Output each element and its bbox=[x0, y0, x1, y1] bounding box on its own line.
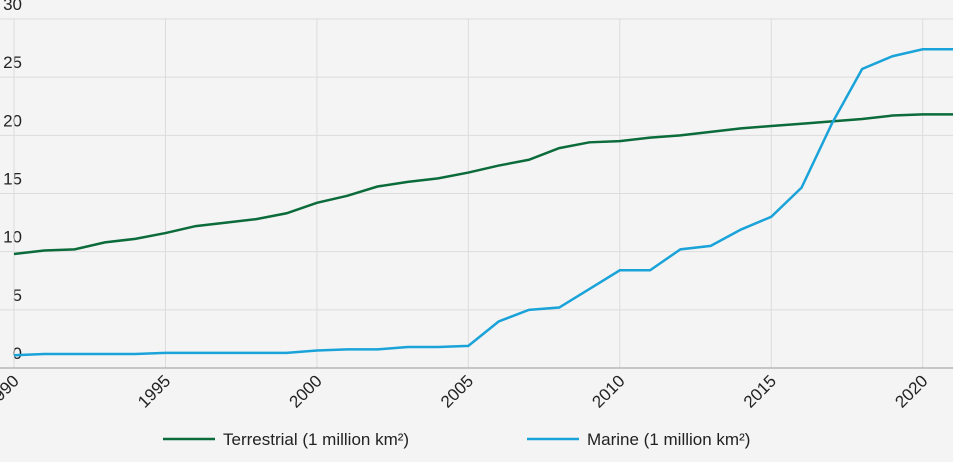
y-tick-label: 20 bbox=[3, 111, 22, 130]
y-tick-label: 0 bbox=[13, 344, 22, 363]
series-line bbox=[13, 47, 953, 357]
y-tick-label: 5 bbox=[13, 286, 22, 305]
y-tick-label: 30 bbox=[3, 0, 22, 14]
legend-label: Marine (1 million km²) bbox=[587, 430, 750, 449]
y-tick-label: 25 bbox=[3, 53, 22, 72]
legend-label: Terrestrial (1 million km²) bbox=[223, 430, 409, 449]
y-tick-label: 15 bbox=[3, 170, 22, 189]
y-tick-label: 10 bbox=[3, 228, 22, 247]
series-line bbox=[13, 113, 953, 256]
